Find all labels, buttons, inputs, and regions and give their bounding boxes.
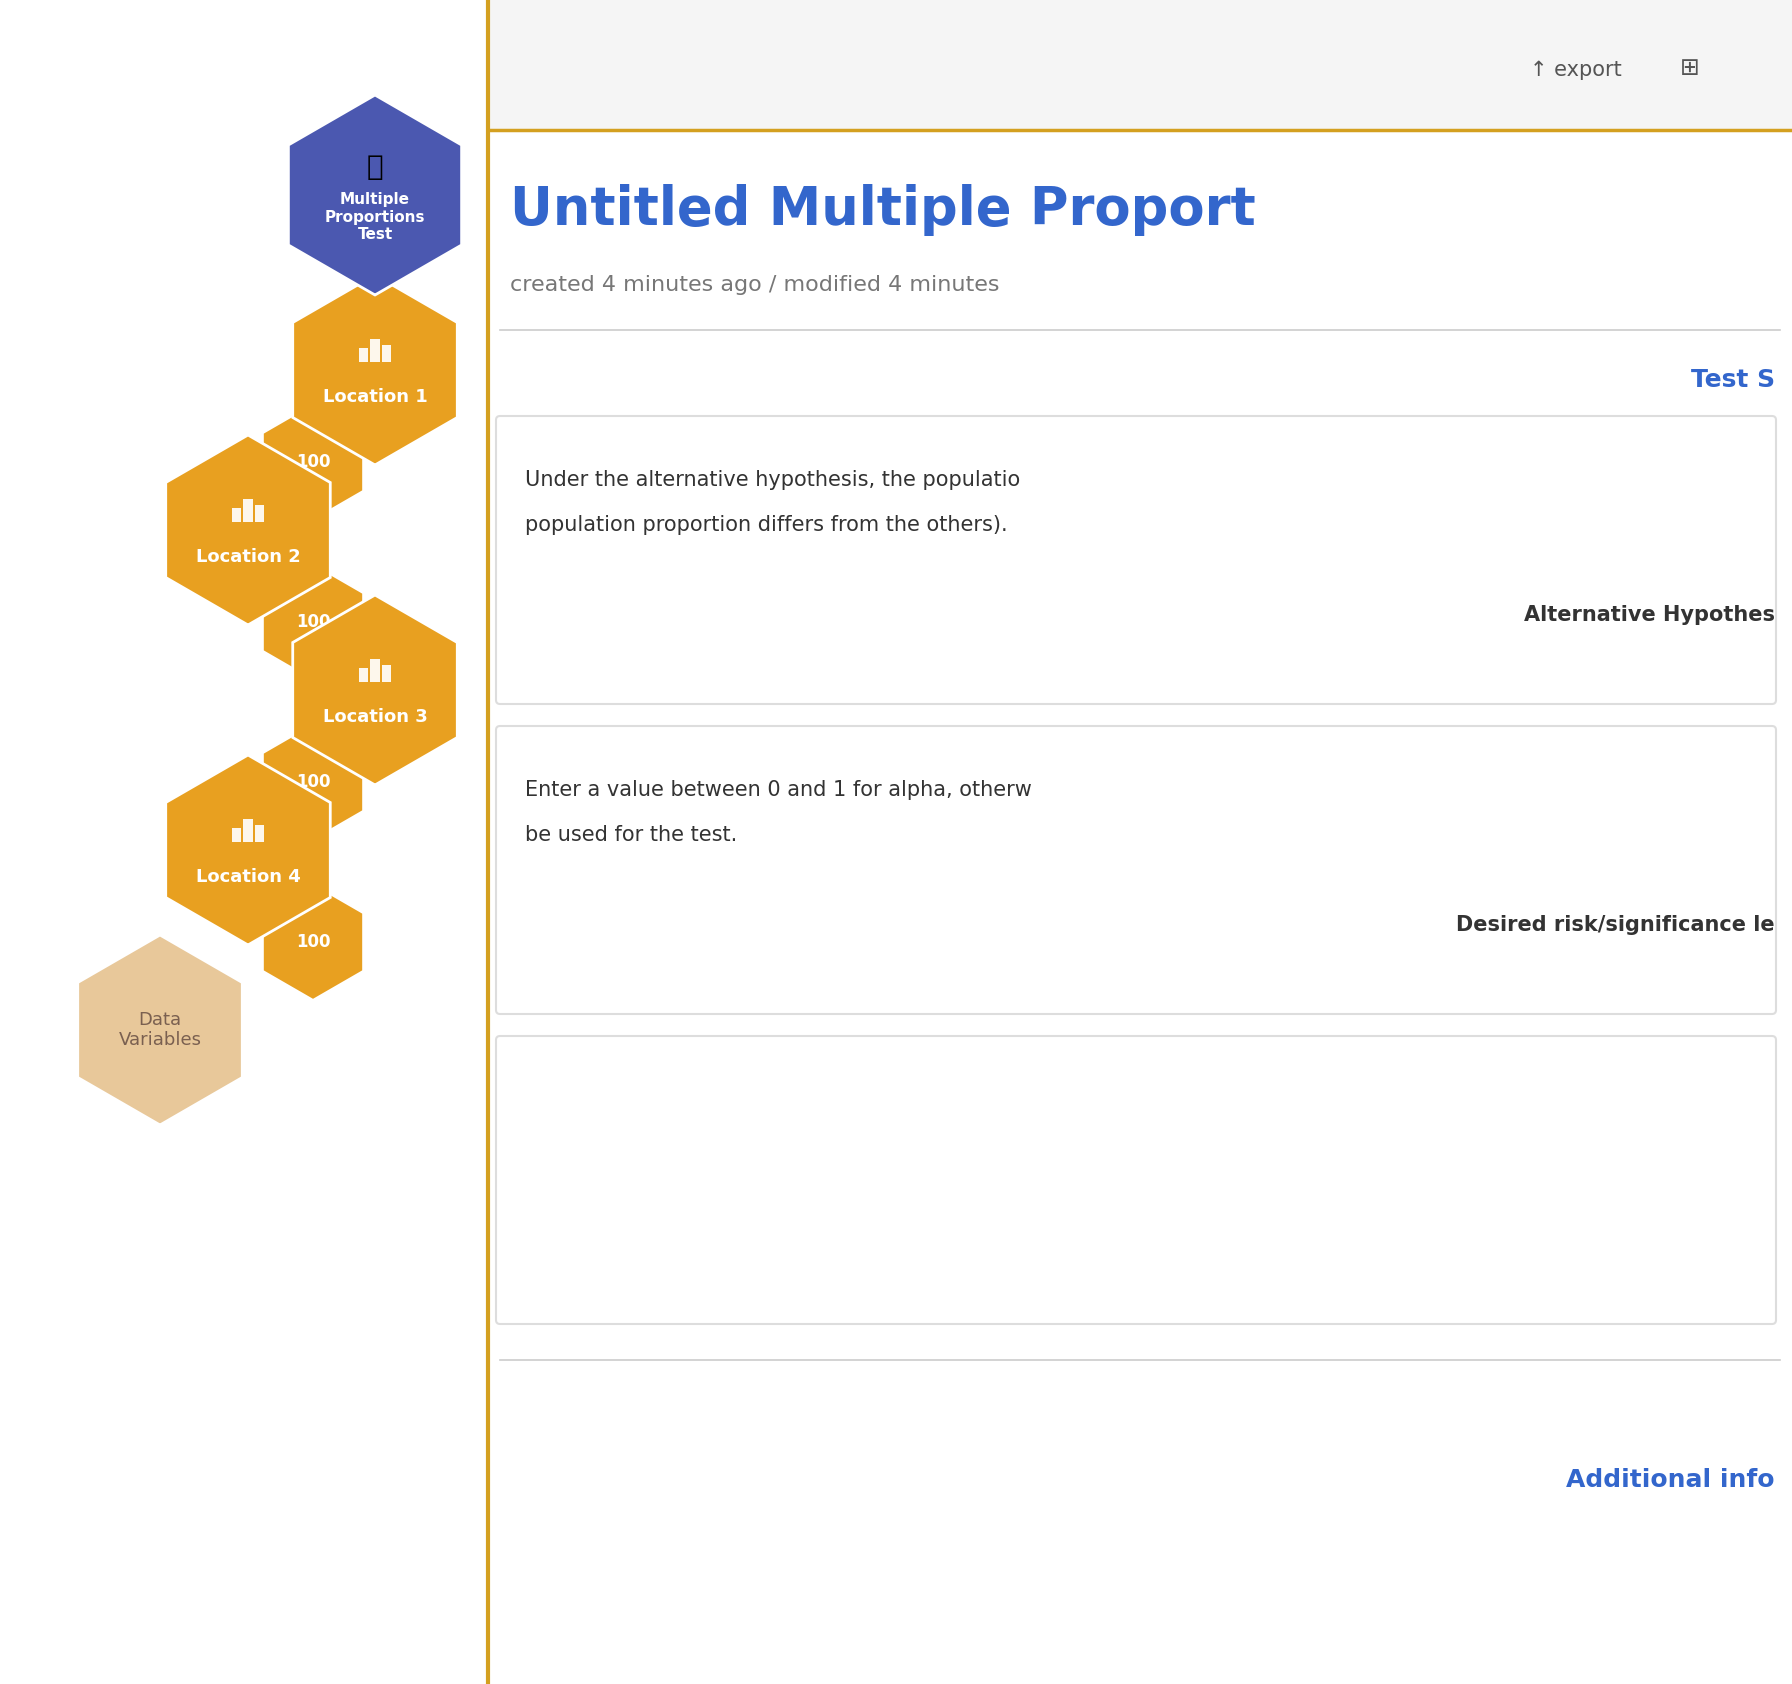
Bar	[489, 0, 1792, 130]
Polygon shape	[263, 564, 364, 680]
Polygon shape	[165, 754, 330, 945]
Text: Under the alternative hypothesis, the populatio: Under the alternative hypothesis, the po…	[525, 470, 1020, 490]
Text: population proportion differs from the others).: population proportion differs from the o…	[525, 515, 1007, 536]
FancyBboxPatch shape	[496, 1036, 1776, 1324]
Bar	[371, 338, 380, 362]
Polygon shape	[263, 884, 364, 1000]
Bar	[254, 825, 263, 842]
Polygon shape	[263, 724, 364, 840]
Polygon shape	[77, 935, 242, 1125]
Text: ⊞: ⊞	[1681, 56, 1701, 81]
Polygon shape	[292, 594, 457, 785]
Polygon shape	[289, 94, 462, 295]
Bar	[231, 827, 242, 842]
Bar	[358, 667, 367, 682]
FancyBboxPatch shape	[496, 416, 1776, 704]
Text: Location 4: Location 4	[195, 867, 301, 886]
Text: created 4 minutes ago / modified 4 minutes: created 4 minutes ago / modified 4 minut…	[511, 274, 1000, 295]
Polygon shape	[263, 404, 364, 520]
FancyBboxPatch shape	[496, 726, 1776, 1014]
Bar	[244, 498, 253, 522]
Text: Alternative Hypothes: Alternative Hypothes	[1523, 605, 1776, 625]
Text: 🔧: 🔧	[367, 153, 383, 180]
Bar	[244, 818, 253, 842]
Bar	[358, 347, 367, 362]
Text: 100: 100	[296, 613, 330, 632]
Polygon shape	[292, 274, 457, 465]
Text: ↑ export: ↑ export	[1530, 61, 1622, 81]
Text: Location 1: Location 1	[323, 387, 426, 406]
Text: Data
Variables: Data Variables	[118, 1010, 201, 1049]
Bar	[254, 505, 263, 522]
Polygon shape	[165, 434, 330, 625]
Text: Additional info: Additional info	[1566, 1468, 1776, 1492]
Text: Test S: Test S	[1692, 369, 1776, 392]
Text: Location 3: Location 3	[323, 707, 426, 726]
Bar	[231, 507, 242, 522]
Text: Location 2: Location 2	[195, 547, 301, 566]
Bar	[382, 345, 391, 362]
Text: Enter a value between 0 and 1 for alpha, otherw: Enter a value between 0 and 1 for alpha,…	[525, 780, 1032, 800]
Text: 100: 100	[296, 773, 330, 791]
Text: be used for the test.: be used for the test.	[525, 825, 737, 845]
Text: 100: 100	[296, 933, 330, 951]
Text: 100: 100	[296, 453, 330, 472]
Text: Desired risk/significance le: Desired risk/significance le	[1457, 914, 1776, 935]
Bar	[371, 658, 380, 682]
Text: Untitled Multiple Proport: Untitled Multiple Proport	[511, 184, 1256, 236]
Bar	[382, 665, 391, 682]
Text: Multiple
Proportions
Test: Multiple Proportions Test	[324, 192, 425, 242]
